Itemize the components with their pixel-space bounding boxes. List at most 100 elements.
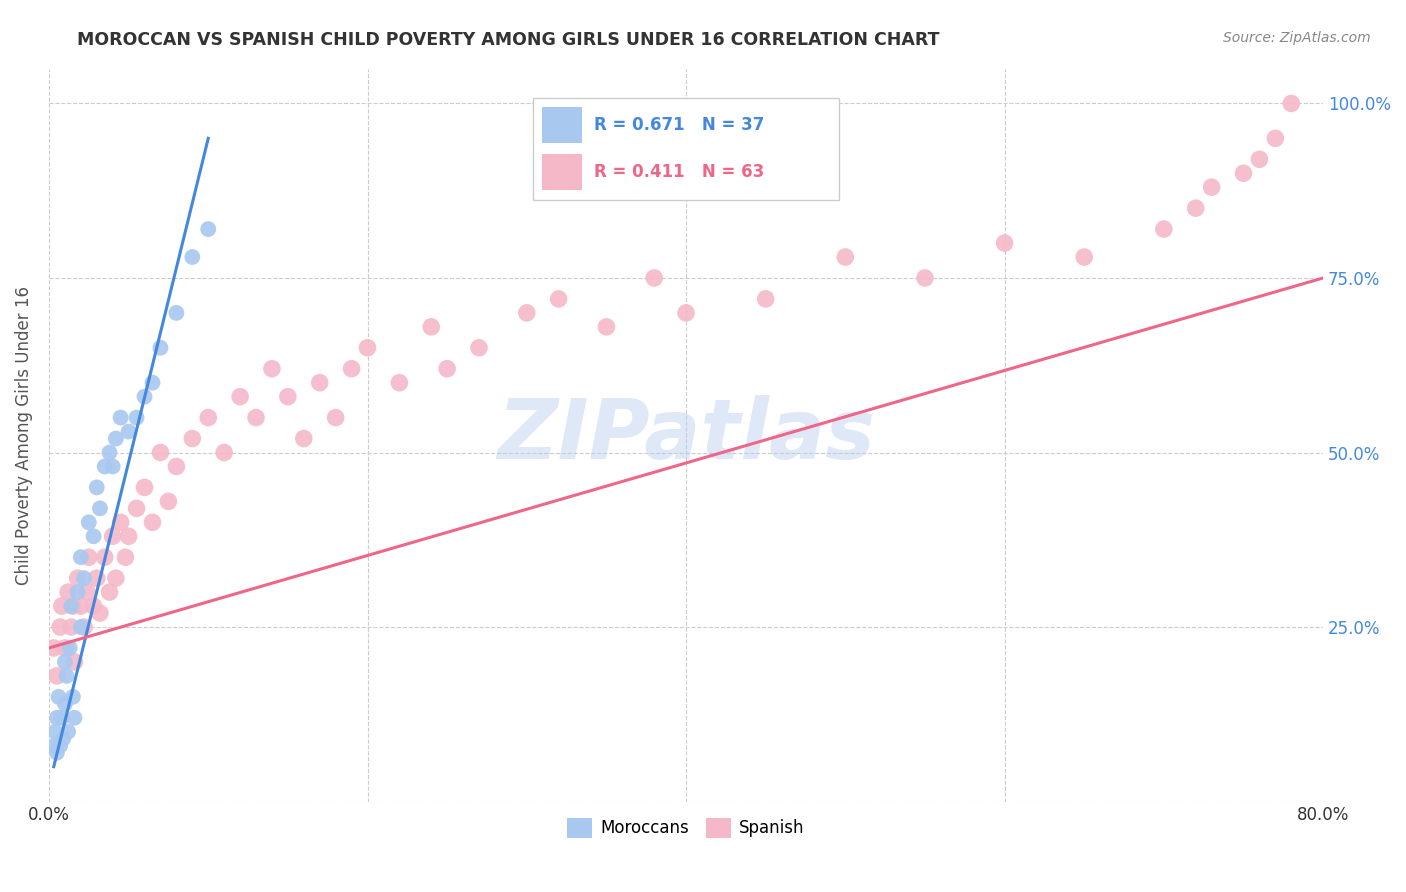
Point — [356, 341, 378, 355]
Point — [49, 739, 72, 753]
Point — [60, 620, 83, 634]
Point — [89, 501, 111, 516]
Point — [53, 655, 76, 669]
Point — [181, 250, 204, 264]
Point — [66, 571, 89, 585]
Text: Source: ZipAtlas.com: Source: ZipAtlas.com — [1223, 31, 1371, 45]
Point — [834, 250, 856, 264]
Point — [245, 410, 267, 425]
Point — [420, 319, 443, 334]
Point — [55, 669, 77, 683]
Point — [260, 361, 283, 376]
Point — [468, 341, 491, 355]
Point — [83, 529, 105, 543]
Point — [125, 501, 148, 516]
Point — [1232, 166, 1254, 180]
Point — [1201, 180, 1223, 194]
Point — [197, 410, 219, 425]
Point — [63, 655, 86, 669]
Text: ZIPatlas: ZIPatlas — [498, 394, 875, 475]
Point — [292, 432, 315, 446]
Point — [308, 376, 330, 390]
Point — [134, 390, 156, 404]
Point — [51, 599, 73, 613]
Point — [547, 292, 569, 306]
Point — [325, 410, 347, 425]
Point — [104, 432, 127, 446]
Point — [755, 292, 778, 306]
Point — [340, 361, 363, 376]
Point — [994, 235, 1017, 250]
Point — [197, 222, 219, 236]
Point — [110, 516, 132, 530]
Point — [63, 711, 86, 725]
Point — [69, 620, 91, 634]
Point — [1264, 131, 1286, 145]
Point — [93, 459, 115, 474]
Point — [914, 271, 936, 285]
Point — [114, 550, 136, 565]
Point — [1249, 153, 1271, 167]
Point — [42, 739, 65, 753]
Point — [73, 571, 96, 585]
Point — [73, 620, 96, 634]
Point — [86, 571, 108, 585]
Point — [125, 410, 148, 425]
Point — [134, 480, 156, 494]
Point — [53, 697, 76, 711]
Point — [149, 341, 172, 355]
Point — [101, 459, 124, 474]
Point — [229, 390, 252, 404]
Point — [89, 606, 111, 620]
Point — [48, 690, 70, 704]
Point — [149, 445, 172, 459]
Point — [436, 361, 458, 376]
Point — [277, 390, 299, 404]
Point — [1279, 96, 1302, 111]
Point — [643, 271, 665, 285]
Point — [60, 599, 83, 613]
Point — [110, 410, 132, 425]
Point — [86, 480, 108, 494]
Point — [93, 550, 115, 565]
Point — [98, 585, 121, 599]
Point — [45, 711, 67, 725]
Point — [101, 529, 124, 543]
Point — [1153, 222, 1175, 236]
Point — [62, 599, 84, 613]
Point — [675, 306, 697, 320]
Point — [83, 599, 105, 613]
Point — [104, 571, 127, 585]
Point — [141, 376, 163, 390]
Point — [1073, 250, 1095, 264]
Point — [56, 724, 79, 739]
Point — [52, 731, 75, 746]
Point — [53, 640, 76, 655]
Point — [45, 669, 67, 683]
Point — [595, 319, 617, 334]
Point — [77, 550, 100, 565]
Point — [51, 711, 73, 725]
Y-axis label: Child Poverty Among Girls Under 16: Child Poverty Among Girls Under 16 — [15, 285, 32, 584]
Point — [181, 432, 204, 446]
Point — [157, 494, 180, 508]
Point — [117, 529, 139, 543]
Point — [42, 640, 65, 655]
Point — [59, 640, 82, 655]
Point — [77, 516, 100, 530]
Point — [141, 516, 163, 530]
Point — [212, 445, 235, 459]
Point — [56, 585, 79, 599]
Point — [49, 620, 72, 634]
Point — [165, 459, 187, 474]
Point — [66, 585, 89, 599]
Point — [165, 306, 187, 320]
Point — [69, 550, 91, 565]
Text: MOROCCAN VS SPANISH CHILD POVERTY AMONG GIRLS UNDER 16 CORRELATION CHART: MOROCCAN VS SPANISH CHILD POVERTY AMONG … — [77, 31, 939, 49]
Point — [62, 690, 84, 704]
Point — [98, 445, 121, 459]
Point — [44, 724, 66, 739]
Legend: Moroccans, Spanish: Moroccans, Spanish — [561, 811, 811, 845]
Point — [69, 599, 91, 613]
Point — [1184, 201, 1206, 215]
